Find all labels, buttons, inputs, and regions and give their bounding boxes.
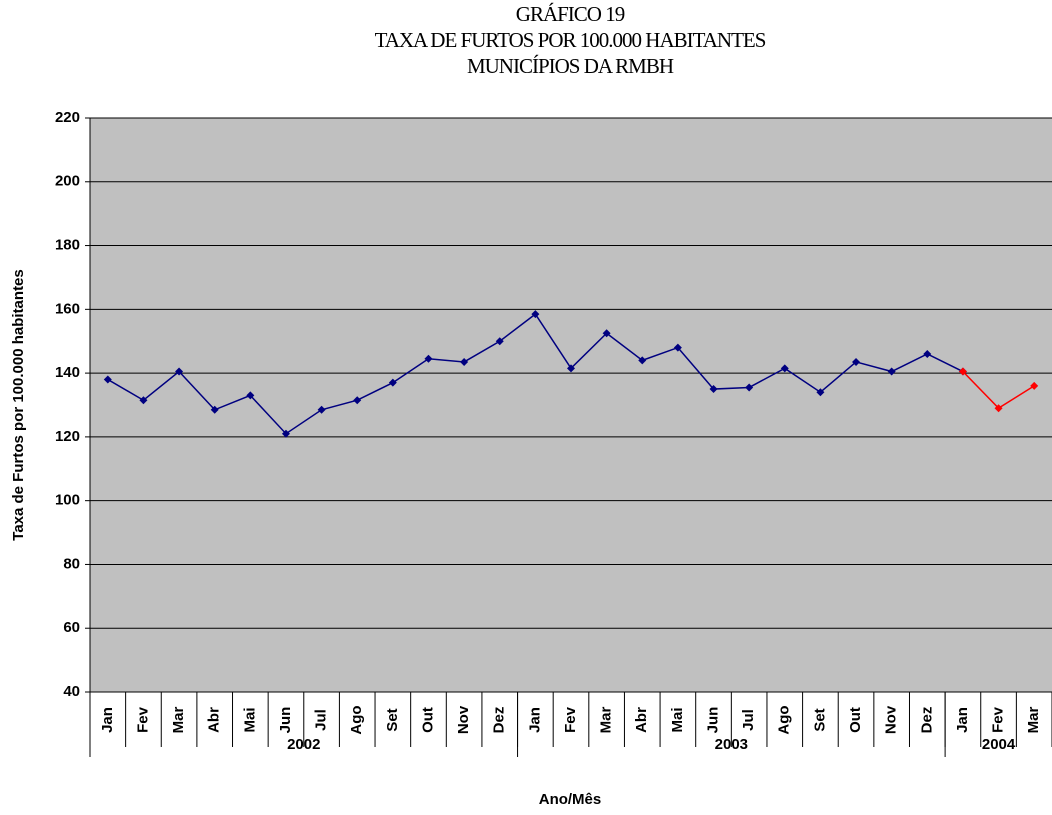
x-tick-label: Jun — [277, 707, 294, 734]
y-tick-label: 200 — [55, 173, 80, 190]
y-tick-label: 80 — [63, 555, 80, 572]
point-marker — [602, 329, 611, 338]
point-marker — [567, 364, 575, 373]
point-marker — [210, 405, 219, 414]
x-tick-label: Jan — [954, 707, 971, 733]
x-tick-label: Mar — [1025, 707, 1042, 734]
x-tick-label: Jul — [740, 709, 757, 731]
point-marker — [852, 357, 861, 366]
point-marker — [745, 383, 754, 392]
x-tick-label: Jan — [526, 707, 543, 733]
point-marker — [887, 367, 896, 376]
x-tick-label: Ago — [348, 705, 365, 734]
point-marker — [673, 343, 682, 352]
point-marker — [958, 367, 967, 376]
point-marker — [317, 405, 326, 414]
group-label: 2003 — [715, 736, 748, 753]
x-tick-label: Jul — [313, 709, 330, 731]
point-marker — [495, 337, 504, 346]
x-tick-label: Fev — [990, 706, 1007, 733]
x-tick-label: Mar — [170, 707, 187, 734]
y-tick-label: 100 — [55, 492, 80, 509]
x-tick-label: Jun — [704, 707, 721, 734]
point-marker — [424, 354, 433, 363]
x-tick-label: Nov — [455, 705, 472, 734]
x-tick-label: Fev — [134, 706, 151, 733]
point-marker — [460, 357, 469, 366]
x-axis-label: Ano/Mês — [539, 791, 602, 808]
y-tick-label: 180 — [55, 237, 80, 254]
y-tick-label: 40 — [63, 683, 80, 700]
y-tick-label: 60 — [63, 619, 80, 636]
x-tick-label: Out — [847, 707, 864, 733]
chart-title: MUNICÍPIOS DA RMBH — [467, 54, 674, 78]
y-tick-label: 140 — [55, 364, 80, 381]
point-marker — [388, 378, 397, 387]
point-marker — [994, 404, 1003, 413]
point-marker — [531, 310, 540, 319]
y-tick-label: 120 — [55, 428, 80, 445]
group-label: 2002 — [287, 736, 320, 753]
y-tick-label: 220 — [55, 109, 80, 126]
point-marker — [139, 396, 148, 405]
x-tick-label: Mai — [669, 707, 686, 732]
x-tick-label: Dez — [918, 707, 935, 734]
group-label: 2004 — [982, 736, 1016, 753]
point-marker — [1030, 381, 1039, 390]
point-marker — [103, 375, 112, 384]
x-tick-label: Fev — [562, 706, 579, 733]
x-tick-label: Abr — [633, 707, 650, 733]
point-marker — [353, 396, 362, 405]
point-marker — [923, 349, 932, 358]
x-tick-label: Mar — [598, 707, 615, 734]
x-tick-label: Dez — [491, 707, 508, 734]
plot-area — [90, 118, 1052, 692]
x-tick-label: Nov — [883, 705, 900, 734]
point-marker — [175, 367, 184, 376]
chart-title: TAXA DE FURTOS POR 100.000 HABITANTES — [375, 28, 766, 52]
point-marker — [816, 388, 825, 397]
x-tick-label: Ago — [776, 705, 793, 734]
y-axis-label: Taxa de Furtos por 100.000 habitantes — [10, 269, 27, 540]
x-tick-label: Set — [384, 708, 401, 731]
point-marker — [709, 385, 718, 394]
x-tick-label: Mai — [241, 707, 258, 732]
chart-title: GRÁFICO 19 — [516, 2, 625, 26]
y-tick-label: 160 — [55, 300, 80, 317]
point-marker — [281, 429, 290, 438]
x-tick-label: Jan — [99, 707, 116, 733]
x-tick-label: Abr — [206, 707, 223, 733]
point-marker — [638, 356, 647, 365]
x-tick-label: Set — [811, 708, 828, 731]
point-marker — [246, 391, 255, 400]
x-tick-label: Out — [419, 707, 436, 733]
point-marker — [780, 364, 789, 373]
